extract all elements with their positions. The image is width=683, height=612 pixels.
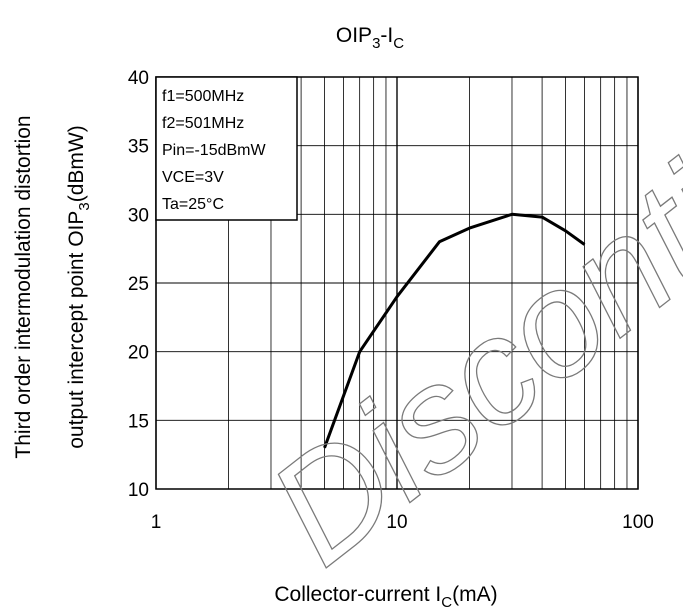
condition-line: Ta=25°C xyxy=(162,196,224,213)
series-group xyxy=(323,212,586,449)
y-tick-label: 40 xyxy=(128,68,149,89)
chart-title-sep: -I xyxy=(380,24,393,47)
x-tick-label: 1 xyxy=(151,512,162,533)
x-axis-label: Collector-current IC(mA) xyxy=(274,583,497,611)
conditions-box-frame xyxy=(155,76,298,221)
y-tick-label: 20 xyxy=(128,343,149,364)
conditions-box: f1=500MHz f2=501MHz Pin=-15dBmW VCE=3V T… xyxy=(155,76,298,221)
y-tick-label: 30 xyxy=(128,205,149,226)
x-axis-label-pre: Collector-current I xyxy=(274,583,441,606)
y-axis-label-line2-sub: 3 xyxy=(76,202,93,210)
oip3-curve xyxy=(323,212,586,449)
x-axis-label-sub: C xyxy=(441,594,452,611)
y-axis-label-line1: Third order intermodulation distortion xyxy=(12,115,35,458)
y-tick-label: 10 xyxy=(128,480,149,501)
y-axis-label-line2-pre: output intercept point OIP xyxy=(65,211,88,449)
chart-title-sub: 3 xyxy=(372,35,380,52)
chart-title-main: OIP xyxy=(336,24,372,47)
discontinued-watermark: Discontinued xyxy=(239,0,683,596)
y-axis-label-line2-post: (dBmW) xyxy=(65,125,88,202)
condition-line: f1=500MHz xyxy=(162,88,244,105)
y-tick-label: 35 xyxy=(128,137,149,158)
y-axis-label-line2: output intercept point OIP3(dBmW) xyxy=(65,125,93,449)
x-tick-label: 100 xyxy=(622,512,654,533)
chart-title-sub2: C xyxy=(393,35,404,52)
grid xyxy=(155,76,639,490)
condition-line: f2=501MHz xyxy=(162,115,244,132)
chart-title: OIP3-IC xyxy=(336,24,404,52)
condition-line: VCE=3V xyxy=(162,169,224,186)
condition-line: Pin=-15dBmW xyxy=(162,142,266,159)
x-axis-label-post: (mA) xyxy=(452,583,498,606)
x-tick-label: 10 xyxy=(386,512,407,533)
y-tick-label: 15 xyxy=(128,411,149,432)
plot-frame xyxy=(155,76,639,490)
y-tick-label: 25 xyxy=(128,274,149,295)
